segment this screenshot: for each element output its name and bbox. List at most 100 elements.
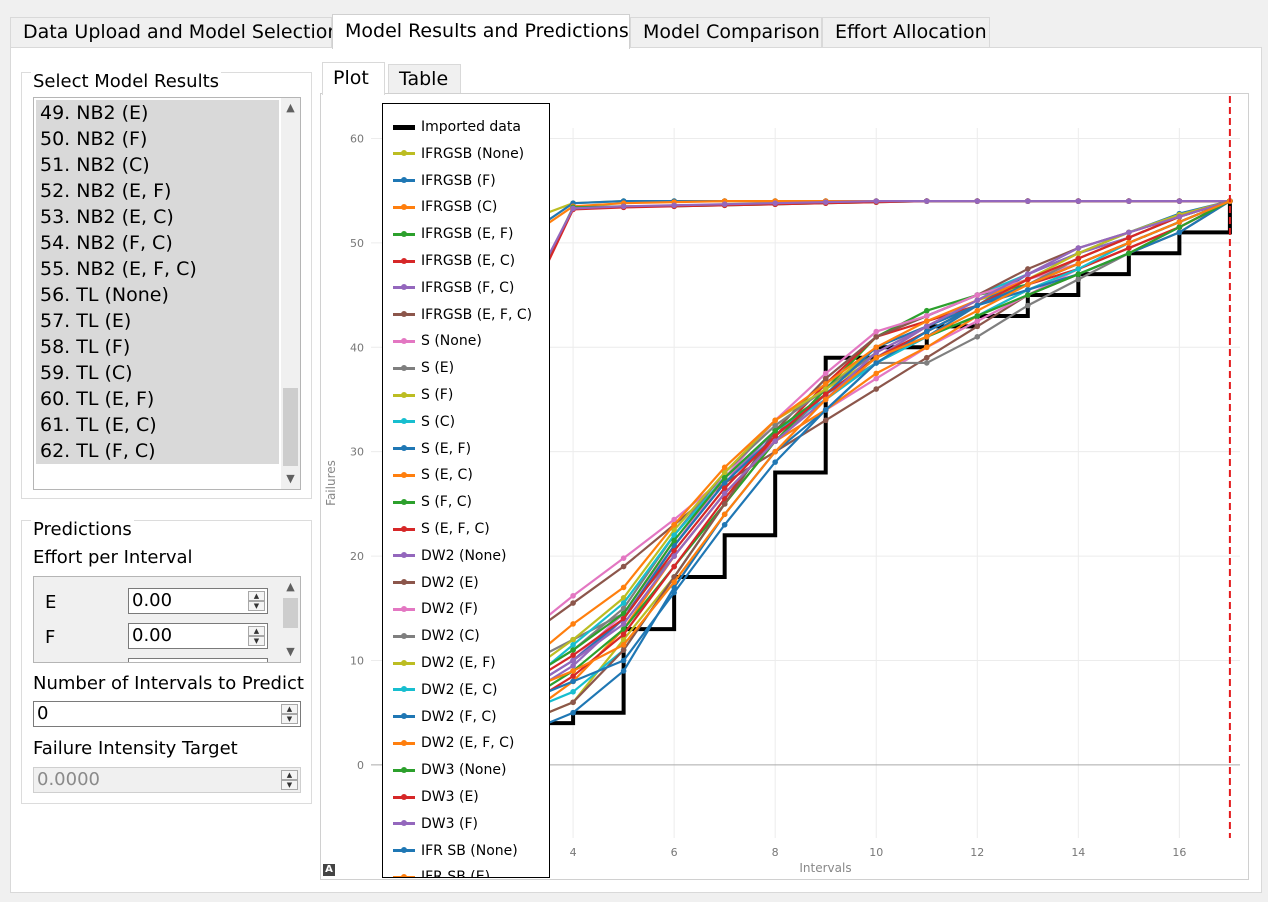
list-item[interactable]: 49. NB2 (E) — [36, 100, 279, 126]
intervals-label: Number of Intervals to Predict — [33, 673, 304, 694]
list-item[interactable]: 61. TL (E, C) — [36, 412, 279, 438]
list-item[interactable]: 55. NB2 (E, F, C) — [36, 256, 279, 282]
legend-label: IFR SB (None) — [421, 842, 518, 859]
legend-entry[interactable]: DW3 (E) — [393, 784, 479, 810]
legend-entry[interactable]: S (None) — [393, 328, 482, 354]
legend-entry[interactable]: DW2 (E, C) — [393, 677, 497, 703]
legend-entry[interactable]: DW2 (F, C) — [393, 704, 497, 730]
effort-next-spinbox[interactable] — [128, 658, 268, 662]
list-item[interactable]: 54. NB2 (F, C) — [36, 230, 279, 256]
series-point — [1176, 213, 1183, 220]
spin-up-icon[interactable]: ▲ — [281, 704, 298, 714]
tab-effort-allocation[interactable]: Effort Allocation — [822, 17, 990, 48]
legend-entry[interactable]: IFRGSB (F) — [393, 168, 496, 194]
legend-entry[interactable]: DW3 (F) — [393, 811, 478, 837]
legend-label: S (E, F) — [421, 440, 472, 457]
legend-entry[interactable]: DW2 (F) — [393, 596, 478, 622]
scroll-up-icon[interactable]: ▲ — [286, 580, 295, 593]
list-item[interactable]: 57. TL (E) — [36, 308, 279, 334]
tab-model-results[interactable]: Model Results and Predictions — [332, 14, 630, 49]
effort-label: Effort per Interval — [33, 547, 193, 568]
legend-label: DW2 (E, C) — [421, 681, 498, 698]
legend-entry[interactable]: IFRGSB (None) — [393, 141, 524, 167]
effort-f-value: 0.00 — [132, 625, 173, 646]
spin-down-icon[interactable]: ▼ — [281, 714, 298, 724]
legend-entry[interactable]: IFRGSB (E, C) — [393, 248, 515, 274]
list-item[interactable]: 59. TL (C) — [36, 360, 279, 386]
legend-entry[interactable]: S (F) — [393, 382, 453, 408]
list-item[interactable]: 62. TL (F, C) — [36, 438, 279, 464]
legend-label: IFRGSB (E, C) — [421, 253, 516, 269]
legend-entry[interactable]: DW2 (E, F, C) — [393, 730, 514, 756]
series-point — [620, 647, 627, 653]
series-point — [1126, 250, 1132, 257]
list-item[interactable]: 52. NB2 (E, F) — [36, 178, 279, 204]
series-point — [873, 370, 880, 377]
legend-entry[interactable]: DW3 (None) — [393, 757, 506, 783]
legend-entry[interactable]: IFRGSB (E, F) — [393, 221, 513, 247]
spin-down-icon[interactable]: ▼ — [248, 601, 265, 611]
series-point — [873, 375, 880, 382]
legend-entry[interactable]: S (E, F, C) — [393, 516, 490, 542]
scroll-thumb[interactable] — [283, 388, 298, 466]
list-item[interactable]: 53. NB2 (E, C) — [36, 204, 279, 230]
series-point — [923, 198, 930, 204]
intervals-spinbox[interactable]: 0 ▲ ▼ — [33, 701, 301, 727]
scroll-up-icon[interactable]: ▲ — [286, 101, 295, 114]
legend-swatch-icon — [393, 579, 415, 586]
list-item[interactable]: 50. NB2 (F) — [36, 126, 279, 152]
legend-label: IFRGSB (E, F, C) — [421, 306, 533, 323]
effort-scrollbar[interactable]: ▲ ▼ — [281, 577, 300, 662]
series-point — [923, 328, 930, 335]
legend-swatch-icon — [393, 150, 415, 157]
series-point — [570, 621, 576, 627]
list-item[interactable]: 56. TL (None) — [36, 282, 279, 308]
legend-entry[interactable]: DW2 (E) — [393, 570, 479, 596]
legend-label: S (F, C) — [421, 494, 472, 511]
series-point — [1025, 198, 1031, 204]
model-results-list[interactable]: 49. NB2 (E) 50. NB2 (F) 51. NB2 (C) 52. NB2… — [33, 97, 301, 490]
scroll-thumb[interactable] — [283, 598, 298, 628]
legend-entry[interactable]: IFR SB (None) — [393, 838, 518, 864]
legend-entry[interactable]: S (C) — [393, 409, 455, 435]
legend-entry[interactable]: Imported data — [393, 114, 521, 140]
list-item[interactable]: 51. NB2 (C) — [36, 152, 279, 178]
series-point — [974, 323, 981, 330]
legend-entry[interactable]: DW2 (C) — [393, 623, 480, 649]
list-scrollbar[interactable]: ▲ ▼ — [281, 98, 300, 489]
effort-e-spinbox[interactable]: 0.00 ▲ ▼ — [128, 588, 268, 614]
legend-swatch-icon — [393, 391, 415, 398]
legend-entry[interactable]: IFRGSB (C) — [393, 194, 497, 220]
spin-up-icon[interactable]: ▲ — [248, 591, 265, 601]
effort-f-spinbox[interactable]: 0.00 ▲ ▼ — [128, 623, 268, 649]
legend-entry[interactable]: S (E) — [393, 355, 454, 381]
list-item[interactable]: 58. TL (F) — [36, 334, 279, 360]
legend-entry[interactable]: S (E, C) — [393, 462, 473, 488]
legend-entry[interactable]: S (F, C) — [393, 489, 472, 515]
series-point — [1025, 276, 1031, 283]
list-item[interactable]: 60. TL (E, F) — [36, 386, 279, 412]
tab-model-comparison[interactable]: Model Comparison — [630, 17, 822, 48]
legend-swatch-icon — [393, 847, 415, 854]
subtab-plot[interactable]: Plot — [322, 62, 385, 95]
scroll-down-icon[interactable]: ▼ — [286, 645, 295, 658]
y-tick-label: 0 — [357, 759, 364, 772]
series-point — [671, 548, 677, 554]
autoscale-icon[interactable]: A — [323, 864, 335, 876]
series-point — [923, 334, 930, 340]
legend-swatch-icon — [393, 659, 415, 666]
legend-entry[interactable]: IFRGSB (F, C) — [393, 275, 514, 301]
legend-entry[interactable]: DW2 (E, F) — [393, 650, 496, 676]
scroll-down-icon[interactable]: ▼ — [286, 472, 295, 485]
tab-data-upload[interactable]: Data Upload and Model Selection — [10, 17, 339, 48]
legend-entry[interactable]: IFRGSB (E, F, C) — [393, 302, 532, 328]
subtab-table[interactable]: Table — [388, 64, 461, 94]
series-point — [721, 490, 728, 497]
series-point — [772, 417, 778, 424]
legend-entry[interactable]: DW2 (None) — [393, 543, 506, 569]
spin-up-icon[interactable]: ▲ — [248, 626, 265, 636]
legend-entry[interactable]: IFR SB (E) — [393, 864, 490, 877]
legend-entry[interactable]: S (E, F) — [393, 436, 471, 462]
spin-down-icon[interactable]: ▼ — [248, 636, 265, 646]
legend-swatch-icon — [393, 552, 415, 559]
